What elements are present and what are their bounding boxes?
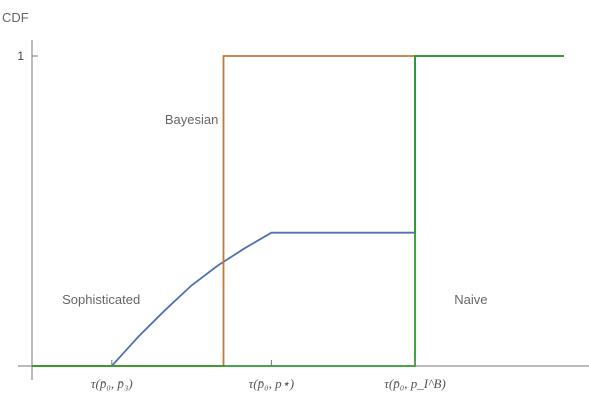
axes: CDF	[2, 10, 589, 380]
y-axis-label: CDF	[2, 10, 29, 25]
series-line-naive	[32, 55, 564, 367]
annotation-layer: Bayesian Sophisticated Naive	[62, 112, 487, 307]
x-tick-label: τ(p̄₀, p⋆)	[249, 376, 294, 391]
series-annotation-bayesian: Bayesian	[165, 112, 218, 127]
tick-layer: τ(p̄₀, p̄₃) τ(p̄₀, p⋆) τ(p̄₀, p_I^B) 1	[17, 49, 446, 391]
y-tick-label: 1	[17, 49, 24, 63]
x-tick-label: τ(p̄₀, p_I^B)	[384, 376, 446, 391]
series-line-sophisticated	[32, 55, 564, 367]
series-layer	[32, 55, 564, 367]
series-annotation-naive: Naive	[454, 292, 487, 307]
series-line-bayesian	[32, 55, 415, 367]
x-tick-label: τ(p̄₀, p̄₃)	[91, 376, 133, 391]
series-annotation-sophisticated: Sophisticated	[62, 292, 140, 307]
